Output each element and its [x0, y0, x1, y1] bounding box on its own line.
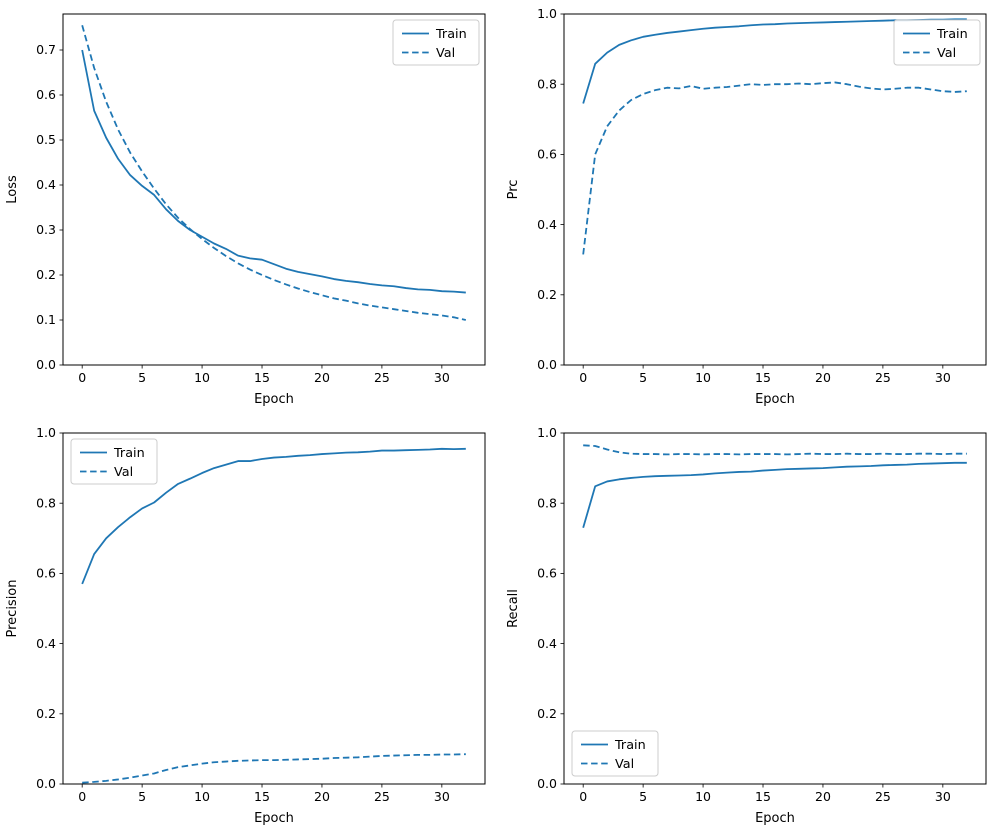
- precision-chart: 0 5 10 15 20 25 30 0.0 0.2 0.4 0.6 0.8 1.0 Epoch Preci…: [5, 425, 486, 826]
- y-tick-label: 0.8: [537, 76, 557, 91]
- plot-frame: [62, 13, 486, 366]
- val-line: [81, 25, 467, 321]
- loss-subplot-cell: 0 5 10 15 20 25 30 0.0 0.1 0.2 0.3 0.4 0.5 0.6 0.7 Epoc…: [0, 0, 501, 419]
- x-tick-label: 30: [434, 370, 450, 385]
- x-tick-label: 0: [579, 789, 587, 804]
- y-tick-label: 0.7: [36, 42, 56, 57]
- x-tick-label: 5: [639, 370, 647, 385]
- y-tick-label: 0.6: [36, 566, 56, 581]
- precision-subplot-cell: 0 5 10 15 20 25 30 0.0 0.2 0.4 0.6 0.8 1.0 Epoch Preci…: [0, 419, 501, 838]
- legend-box: [571, 730, 659, 777]
- x-tick-label: 30: [434, 789, 450, 804]
- x-tick-label: 10: [194, 370, 210, 385]
- val-line: [82, 753, 467, 784]
- train-line: [81, 49, 467, 294]
- x-tick-label: 25: [875, 789, 891, 804]
- x-tick-label: 10: [695, 370, 711, 385]
- plot-frame: [563, 13, 987, 366]
- prc-subplot-cell: 0 5 10 15 20 25 30 0.0 0.2 0.4 0.6 0.8 1.0 Epoch Prc Tr…: [501, 0, 1001, 419]
- x-tick-label: 30: [935, 370, 951, 385]
- x-tick-label: 15: [254, 789, 270, 804]
- y-tick-label: 0.6: [537, 566, 557, 581]
- x-tick-label: 15: [755, 789, 771, 804]
- x-tick-label: 20: [815, 370, 831, 385]
- x-tick-label: 15: [254, 370, 270, 385]
- legend-train-label: Train: [435, 27, 467, 42]
- x-tick-label: 10: [194, 789, 210, 804]
- x-tick-label: 15: [755, 370, 771, 385]
- x-tick-label: 20: [815, 789, 831, 804]
- x-tick-label: 25: [374, 370, 390, 385]
- legend-train-label: Train: [113, 446, 145, 461]
- y-tick-label: 0.0: [36, 776, 56, 791]
- x-tick-label: 10: [695, 789, 711, 804]
- x-tick-label: 25: [875, 370, 891, 385]
- train-line: [81, 447, 467, 585]
- y-tick-label: 1.0: [36, 425, 56, 440]
- y-axis-label: Recall: [506, 589, 521, 628]
- y-tick-label: 1.0: [537, 425, 557, 440]
- y-tick-label: 0.2: [537, 706, 557, 721]
- val-line: [582, 81, 967, 255]
- val-line: [582, 444, 967, 456]
- legend-box: [392, 19, 480, 66]
- y-tick-label: 0.0: [36, 357, 56, 372]
- y-tick-label: 0.2: [36, 267, 56, 282]
- legend-val-label: Val: [436, 46, 455, 61]
- x-tick-label: 25: [374, 789, 390, 804]
- x-tick-label: 0: [579, 370, 587, 385]
- recall-chart: 0 5 10 15 20 25 30 0.0 0.2 0.4 0.6 0.8 1.0 Epoch Recal…: [506, 425, 987, 826]
- y-tick-label: 0.4: [537, 217, 557, 232]
- prc-chart: 0 5 10 15 20 25 30 0.0 0.2 0.4 0.6 0.8 1.0 Epoch Prc Tr…: [506, 6, 987, 407]
- y-axis-label: Precision: [5, 579, 20, 637]
- y-axis-label: Prc: [506, 180, 521, 200]
- y-tick-label: 0.2: [537, 287, 557, 302]
- legend-val-label: Val: [114, 465, 133, 480]
- y-tick-label: 0.6: [537, 147, 557, 162]
- y-tick-label: 0.0: [537, 776, 557, 791]
- x-tick-label: 0: [78, 789, 86, 804]
- plot-frame: [62, 432, 486, 785]
- y-tick-label: 0.4: [36, 177, 56, 192]
- y-tick-label: 0.8: [537, 495, 557, 510]
- y-tick-label: 0.1: [36, 312, 56, 327]
- x-tick-label: 30: [935, 789, 951, 804]
- y-tick-label: 0.5: [36, 132, 56, 147]
- x-tick-label: 20: [314, 789, 330, 804]
- loss-chart: 0 5 10 15 20 25 30 0.0 0.1 0.2 0.3 0.4 0.5 0.6 0.7 Epoc…: [5, 13, 486, 407]
- x-axis-label: Epoch: [254, 392, 294, 407]
- x-tick-label: 5: [138, 370, 146, 385]
- y-tick-label: 0.6: [36, 87, 56, 102]
- legend-train-label: Train: [936, 27, 968, 42]
- y-tick-label: 0.3: [36, 222, 56, 237]
- legend-box: [70, 438, 158, 485]
- x-tick-label: 5: [639, 789, 647, 804]
- train-line: [582, 461, 967, 529]
- legend-val-label: Val: [937, 46, 956, 61]
- legend-val-label: Val: [615, 757, 634, 772]
- x-tick-label: 0: [78, 370, 86, 385]
- recall-subplot-cell: 0 5 10 15 20 25 30 0.0 0.2 0.4 0.6 0.8 1.0 Epoch Recal…: [501, 419, 1001, 838]
- y-tick-label: 0.4: [537, 636, 557, 651]
- plot-frame: [563, 432, 987, 785]
- x-axis-label: Epoch: [755, 811, 795, 826]
- legend-train-label: Train: [614, 738, 646, 753]
- y-tick-label: 0.0: [537, 357, 557, 372]
- x-axis-label: Epoch: [254, 811, 294, 826]
- x-axis-label: Epoch: [755, 392, 795, 407]
- x-tick-label: 20: [314, 370, 330, 385]
- legend-box: [893, 19, 981, 66]
- y-axis-label: Loss: [5, 175, 20, 204]
- y-tick-label: 0.2: [36, 706, 56, 721]
- y-tick-label: 0.8: [36, 495, 56, 510]
- y-tick-label: 1.0: [537, 6, 557, 21]
- x-tick-label: 5: [138, 789, 146, 804]
- y-tick-label: 0.4: [36, 636, 56, 651]
